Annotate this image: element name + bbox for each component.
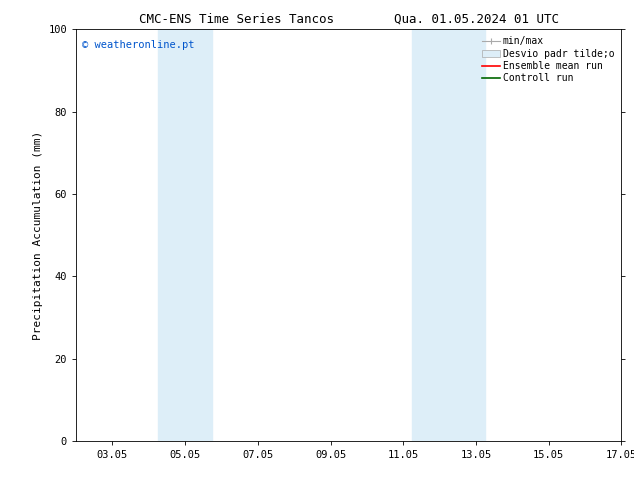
Legend: min/max, Desvio padr tilde;o, Ensemble mean run, Controll run: min/max, Desvio padr tilde;o, Ensemble m… (481, 34, 616, 85)
Y-axis label: Precipitation Accumulation (mm): Precipitation Accumulation (mm) (33, 130, 42, 340)
Bar (412, 29, 485, 441)
Text: © weatheronline.pt: © weatheronline.pt (82, 40, 194, 49)
Title: CMC-ENS Time Series Tancos        Qua. 01.05.2024 01 UTC: CMC-ENS Time Series Tancos Qua. 01.05.20… (139, 12, 559, 25)
Bar (158, 29, 212, 441)
